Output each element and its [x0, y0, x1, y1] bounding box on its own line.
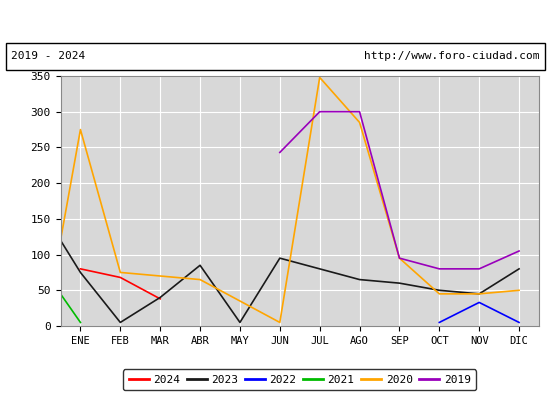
Legend: 2024, 2023, 2022, 2021, 2020, 2019: 2024, 2023, 2022, 2021, 2020, 2019	[123, 369, 476, 390]
Text: 2019 - 2024: 2019 - 2024	[11, 51, 85, 61]
Text: http://www.foro-ciudad.com: http://www.foro-ciudad.com	[364, 51, 539, 61]
FancyBboxPatch shape	[6, 43, 544, 70]
Text: Evolucion Nº Turistas Nacionales en el municipio de Rebollar: Evolucion Nº Turistas Nacionales en el m…	[24, 14, 526, 28]
